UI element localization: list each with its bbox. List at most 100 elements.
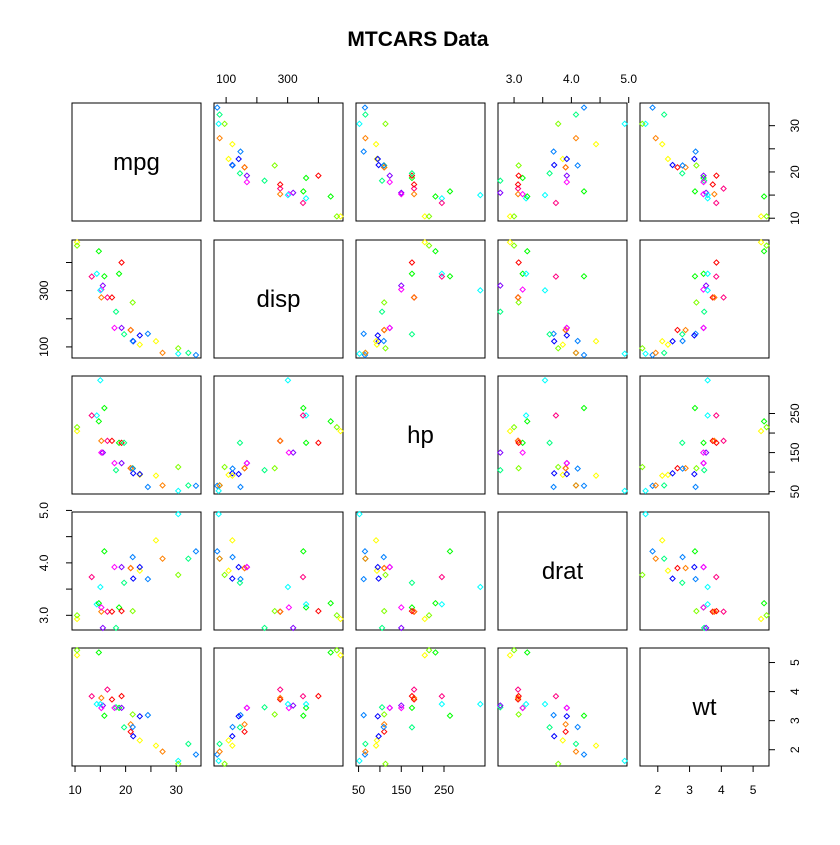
data-point [215, 757, 222, 765]
data-point [127, 464, 134, 472]
data-point [221, 120, 228, 128]
data-point [639, 344, 646, 352]
data-point [93, 600, 101, 608]
data-point [229, 140, 236, 148]
data-point [476, 700, 484, 708]
data-point [276, 181, 284, 188]
data-point [118, 459, 125, 467]
data-point [225, 737, 232, 744]
data-point [372, 140, 380, 148]
data-point [159, 748, 166, 755]
data-point [642, 487, 649, 495]
data-point [215, 510, 222, 518]
right-axis-wt: 2 3 4 5 [769, 659, 802, 753]
data-point [380, 162, 388, 169]
data-point [592, 742, 600, 749]
data-point [152, 337, 160, 345]
data-point [515, 439, 522, 447]
data-point [104, 686, 111, 693]
data-point [563, 332, 571, 339]
data-point [682, 564, 689, 572]
data-point [127, 326, 134, 334]
variable-label-disp: disp [256, 286, 300, 313]
panel-drat-drat: drat [497, 511, 628, 631]
data-point [362, 134, 369, 142]
data-point [652, 555, 660, 562]
data-point [315, 692, 322, 700]
data-point [108, 294, 116, 301]
data-point [410, 294, 418, 301]
data-point [174, 350, 182, 358]
data-point [289, 702, 297, 709]
data-point [144, 575, 152, 583]
data-point [763, 213, 770, 220]
data-point [276, 608, 284, 615]
data-point [515, 172, 522, 179]
tick-label: 300 [37, 280, 51, 300]
data-point [552, 273, 560, 280]
data-point [550, 337, 558, 345]
data-point [691, 548, 699, 555]
data-point [574, 162, 582, 169]
data-point [97, 583, 104, 591]
data-point [580, 404, 588, 412]
panel-frame [213, 239, 344, 359]
data-point [118, 439, 125, 447]
data-point [362, 555, 369, 562]
data-point [333, 213, 341, 220]
data-point [225, 155, 232, 163]
data-point [356, 350, 363, 358]
data-point [562, 464, 569, 472]
data-point [397, 189, 405, 197]
data-point [397, 624, 405, 632]
data-point [700, 172, 707, 179]
data-point [136, 712, 144, 720]
data-point [136, 341, 144, 348]
data-point [243, 704, 251, 712]
panel-mpg-disp [213, 102, 344, 222]
data-point [510, 242, 518, 249]
data-point [120, 579, 128, 587]
data-point [284, 191, 292, 199]
data-point [144, 330, 152, 338]
data-point [386, 172, 394, 179]
data-point [378, 703, 386, 711]
data-point [229, 162, 236, 169]
data-point [93, 412, 101, 419]
data-point [136, 567, 144, 575]
data-point [386, 324, 394, 332]
tick-label: 100 [216, 72, 236, 86]
data-point [679, 337, 686, 345]
data-point [299, 573, 307, 581]
data-point [129, 607, 137, 615]
data-point [361, 751, 369, 758]
panel-frame [71, 647, 202, 767]
data-point [408, 604, 416, 611]
data-point [408, 270, 416, 278]
data-point [159, 555, 166, 562]
data-point [213, 482, 221, 490]
data-point [129, 465, 137, 472]
data-point [410, 608, 418, 615]
data-point [112, 466, 120, 474]
tick-label: 4.0 [563, 72, 580, 86]
data-point [580, 751, 588, 758]
data-point [362, 111, 369, 118]
data-point [515, 464, 522, 472]
data-point [97, 700, 104, 708]
data-point [261, 703, 268, 711]
data-point [216, 111, 223, 118]
data-point [261, 624, 268, 632]
panel-mpg-mpg: mpg [71, 102, 202, 222]
data-point [88, 412, 96, 419]
data-point [101, 548, 108, 555]
data-point [712, 199, 720, 207]
data-point [408, 607, 416, 615]
data-point [380, 299, 388, 306]
data-point [271, 607, 279, 615]
data-point [408, 724, 416, 731]
data-point [276, 437, 284, 445]
tick-label: 2 [788, 746, 802, 753]
data-point [514, 686, 522, 693]
data-point [361, 104, 369, 111]
